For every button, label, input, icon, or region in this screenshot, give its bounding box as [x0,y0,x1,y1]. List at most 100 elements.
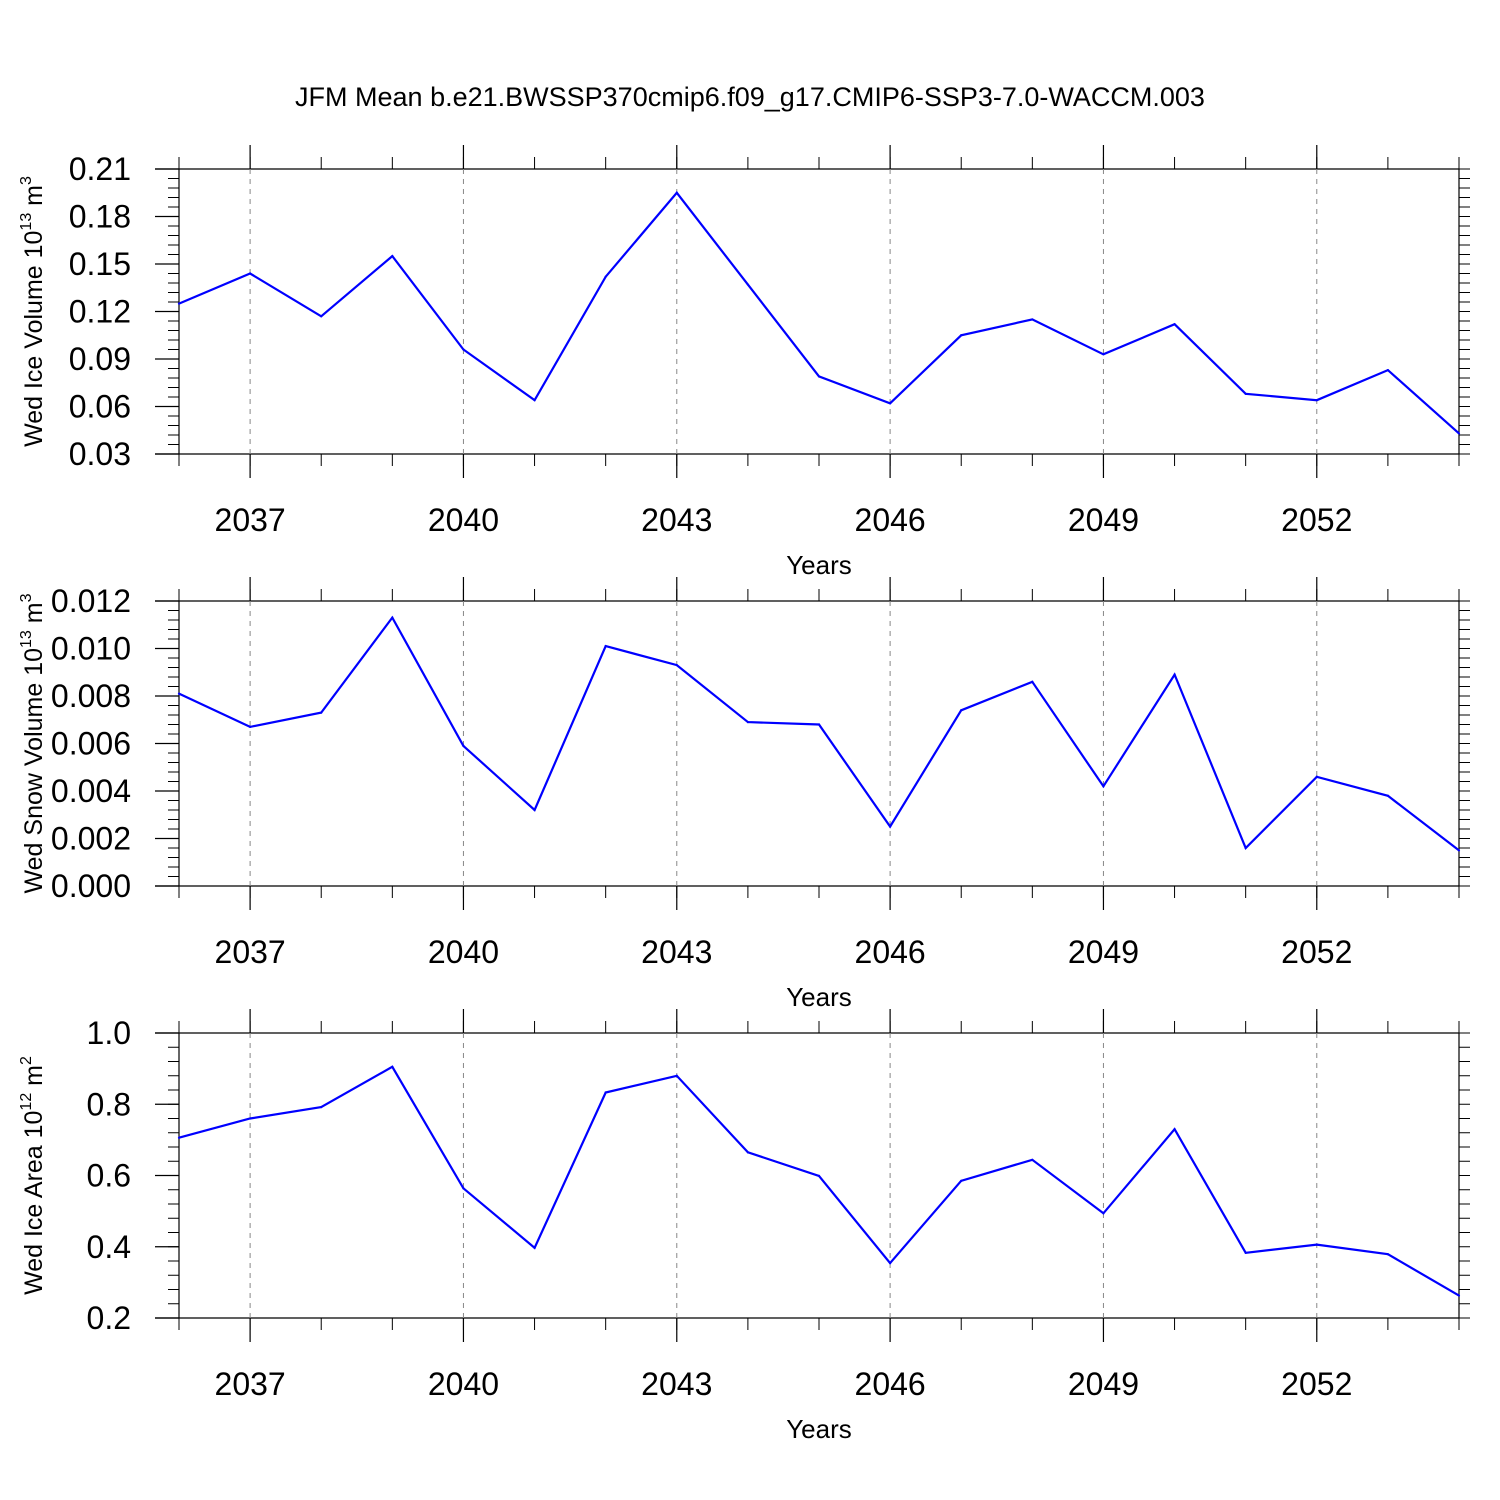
y-tick-label: 0.03 [69,436,131,472]
data-point [462,348,465,351]
x-tick-label: 2043 [641,502,712,538]
data-point [960,1179,963,1182]
data-point [249,272,252,275]
x-tick-label: 2037 [215,1366,286,1402]
x-tick-label: 2049 [1068,502,1139,538]
x-tick-label: 2046 [855,502,926,538]
data-point [533,1246,536,1249]
data-point [604,275,607,278]
y-tick-label: 0.15 [69,246,131,282]
data-point [177,1136,181,1139]
data-point [1173,1128,1176,1131]
y-axis-title-ylabel-main: Wed Ice Area 10 [20,1111,48,1295]
y-tick-label: 0.09 [69,341,131,377]
y-tick-label: 0.006 [51,726,131,762]
y-tick-label: 0.6 [87,1158,131,1194]
data-point [1315,1243,1318,1246]
data-point [320,711,323,714]
y-axis-title-ylabel-unit: m [20,602,48,630]
data-point [1457,432,1461,435]
data-point [1031,680,1034,683]
panel-1: 0.03 0.06 0.09 0.12 0.15 0.18 0.21 2037 2040 2043… [18,145,1470,580]
y-axis-title: Wed Ice Volume 1013 m3 [18,176,48,447]
data-point [249,725,252,728]
data-point [320,315,323,318]
y-axis-title: Wed Snow Volume 1013 m3 [18,593,48,893]
data-point [889,1262,892,1265]
panel-2: 0.000 0.002 0.004 0.006 0.008 0.010 0.012 2037 2… [18,577,1470,1012]
data-point [1102,353,1105,356]
data-point [675,664,678,667]
data-point [1315,399,1318,402]
data-point [960,334,963,337]
data-point [1386,368,1389,372]
x-tick-label: 2049 [1068,934,1139,970]
y-axis-title: Wed Ice Area 1012 m2 [18,1056,48,1295]
x-tick-label: 2040 [428,934,499,970]
y-axis-title-ylabel-unit-exp: 2 [18,1056,35,1065]
data-point [817,375,821,378]
data-point [817,723,821,726]
data-point [1031,318,1034,321]
data-point [533,808,536,812]
x-tick-label: 2052 [1281,1366,1352,1402]
data-point [817,1174,821,1177]
y-tick-label: 0.8 [87,1086,131,1122]
y-tick-label: 0.06 [69,389,131,425]
data-point [889,825,892,828]
x-tick-label: 2046 [855,1366,926,1402]
y-tick-label: 0.004 [51,773,131,809]
y-axis-title-ylabel-unit-exp: 3 [18,176,35,185]
data-point [960,709,963,712]
x-tick-label: 2043 [641,1366,712,1402]
x-tick-label: 2043 [641,934,712,970]
data-point [1386,794,1389,797]
data-point [391,1065,394,1068]
data-point [604,645,607,648]
data-point [462,1187,465,1190]
x-tick-label: 2049 [1068,1366,1139,1402]
data-point [604,1091,607,1094]
y-tick-label: 1.0 [87,1015,131,1051]
y-axis-title-ylabel-exp: 12 [18,1093,35,1111]
data-point [391,616,394,619]
data-point [1031,1158,1034,1161]
x-axis-title: Years [786,1414,852,1444]
y-axis-title-ylabel-main: Wed Ice Volume 10 [20,231,48,447]
data-point [1244,392,1247,395]
x-tick-label: 2052 [1281,934,1352,970]
data-point [1315,775,1318,778]
data-point [1102,1212,1105,1215]
y-tick-label: 0.012 [51,583,131,619]
data-point [1244,1251,1247,1254]
y-tick-label: 0.002 [51,821,131,857]
panels: 0.03 0.06 0.09 0.12 0.15 0.18 0.21 2037 2040 2043… [18,145,1470,1444]
series-line [178,1065,1460,1297]
data-point [1173,323,1176,326]
x-tick-label: 2040 [428,502,499,538]
data-point [462,744,465,747]
chart-title: JFM Mean b.e21.BWSSP370cmip6.f09_g17.CMI… [295,82,1205,112]
data-point [533,399,536,402]
data-point [1386,1253,1389,1256]
data-point [1457,1294,1461,1297]
y-tick-label: 0.2 [87,1300,131,1336]
y-tick-label: 0.008 [51,678,131,714]
x-axis-title: Years [786,982,852,1012]
data-point [889,402,892,405]
data-point [249,1117,252,1120]
data-point [675,191,678,194]
y-axis-title-ylabel-exp: 13 [18,630,35,648]
data-point [1244,846,1247,850]
y-tick-label: 0.010 [51,631,131,667]
y-tick-label: 0.21 [69,151,131,187]
y-axis-title-ylabel-unit: m [20,185,48,213]
data-point [177,692,181,695]
data-point [1102,785,1105,788]
data-point [1173,673,1176,676]
x-tick-label: 2040 [428,1366,499,1402]
data-point [391,254,394,258]
series-line [178,191,1460,435]
y-axis-title-ylabel-unit-exp: 3 [18,593,35,602]
